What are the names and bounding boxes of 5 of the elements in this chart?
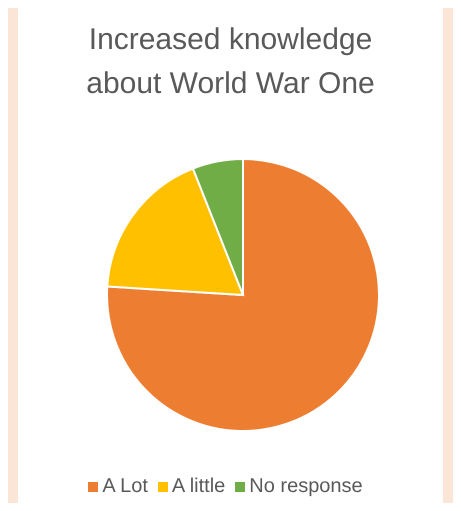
pie-slice [106, 158, 380, 432]
legend-label: A Lot [102, 475, 148, 497]
legend-label: A little [172, 475, 226, 497]
legend-label: No response [249, 475, 363, 497]
chart-title: Increased knowledge about World War One [85, 22, 376, 102]
